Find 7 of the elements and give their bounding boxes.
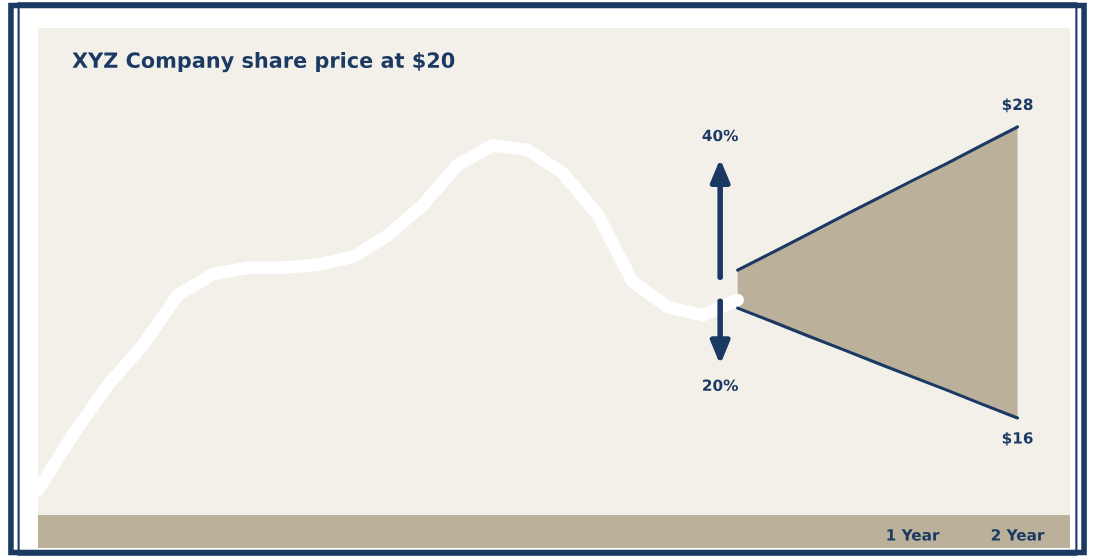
chart-title: XYZ Company share price at $20 <box>72 51 455 73</box>
annotation: $16 <box>1002 431 1033 446</box>
annotation: 40% <box>702 129 738 142</box>
x-tick-label: 2 Year <box>991 529 1045 541</box>
text: $28 <box>1002 98 1033 113</box>
annotation: 20% <box>703 379 738 391</box>
x-tick-label: 1 Year <box>887 529 940 541</box>
